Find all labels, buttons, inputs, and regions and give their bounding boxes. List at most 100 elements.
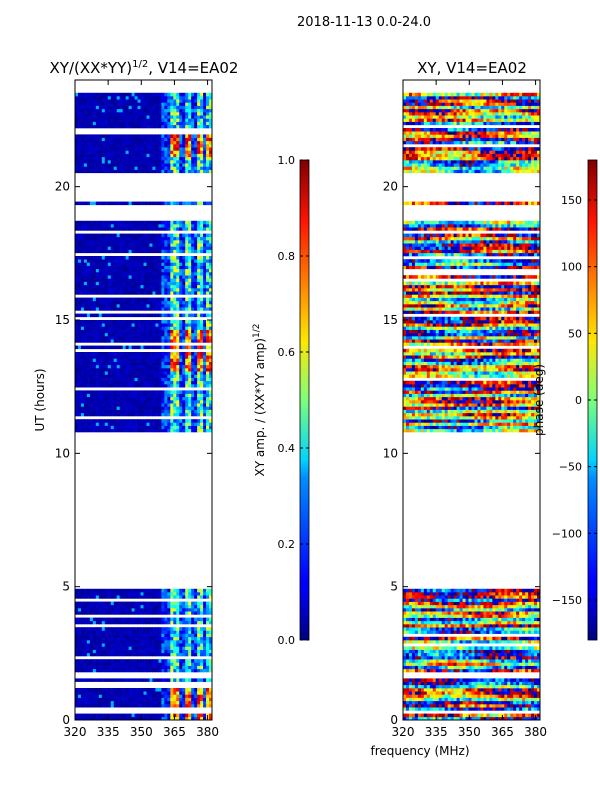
heatmap-cell [137,592,142,596]
heatmap-cell [137,121,142,126]
heatmap-cell [86,291,91,295]
heatmap-cell [179,630,183,634]
heatmap-cell [164,640,168,644]
heatmap-cell [179,595,183,599]
heatmap-cell [113,716,118,720]
heatmap-cell [188,649,192,654]
heatmap-cell [77,371,82,375]
heatmap-cell [155,134,159,138]
heatmap-cell [167,400,171,404]
heatmap-cell [113,643,118,647]
heatmap-cell [110,400,115,404]
heatmap-cell [113,166,118,170]
heatmap-cell [98,236,103,241]
heatmap-cell [194,604,198,609]
heatmap-cell [203,617,207,622]
heatmap-cell [155,105,159,110]
heatmap-cell [194,313,198,318]
heatmap-cell [119,630,124,634]
heatmap-cell [170,428,174,433]
heatmap-cell [158,361,162,366]
heatmap-cell [161,320,165,324]
heatmap-cell [203,604,207,609]
heatmap-cell [161,227,165,231]
heatmap-cell [119,240,124,244]
heatmap-cell [155,371,159,375]
heatmap-cell [137,713,142,718]
heatmap-cell [167,224,171,228]
heatmap-cell [86,137,91,142]
heatmap-cell [158,329,162,334]
heatmap-cell [89,115,94,119]
heatmap-cell [83,697,88,702]
heatmap-cell [107,118,112,122]
heatmap-cell [116,326,121,330]
heatmap-cell [104,412,109,417]
heatmap-cell [131,630,136,634]
heatmap-cell [134,640,139,644]
heatmap-cell [137,374,142,378]
heatmap-cell [128,320,133,324]
heatmap-cell [137,140,142,145]
heatmap-cell [107,425,112,430]
heatmap-cell [164,326,168,330]
heatmap-cell [209,233,212,238]
heatmap-cell [203,652,207,657]
heatmap-cell [101,630,106,634]
heatmap-cell [194,156,198,161]
heatmap-cell [200,374,204,378]
heatmap-cell [101,400,106,404]
heatmap-cell [176,659,180,663]
heatmap-cell [107,374,112,378]
heatmap-cell [104,352,109,356]
heatmap-cell [209,652,212,657]
heatmap-cell [75,627,79,631]
heatmap-cell [116,352,121,356]
heatmap-cell [146,659,151,663]
heatmap-cell [185,665,189,670]
heatmap-cell [113,617,118,622]
heatmap-cell [92,371,97,375]
heatmap-cell [188,620,192,625]
heatmap-cell [170,326,174,330]
heatmap-cell [164,236,168,241]
heatmap-cell [164,380,168,385]
heatmap-cell [182,396,186,401]
heatmap-cell [164,608,168,612]
heatmap-cell [143,659,148,663]
heatmap-cell [75,326,79,330]
heatmap-cell [146,265,151,270]
heatmap-cell [173,403,177,407]
heatmap-cell [86,275,91,279]
heatmap-cell [104,633,109,638]
heatmap-cell [107,313,112,318]
heatmap-cell [128,384,133,388]
heatmap-cell [134,409,139,414]
heatmap-cell [167,281,171,286]
heatmap-cell [179,320,183,324]
heatmap-cell [101,323,106,327]
heatmap-cell [110,419,115,423]
heatmap-cell [83,633,88,638]
heatmap-cell [143,700,148,705]
heatmap-cell [92,364,97,369]
heatmap-cell [75,633,79,638]
heatmap-cell [143,297,148,302]
heatmap-cell [92,688,97,692]
heatmap-cell [89,704,94,708]
heatmap-cell [191,339,195,343]
heatmap-cell [146,649,151,654]
heatmap-cell [182,313,186,318]
heatmap-cell [92,224,97,228]
heatmap-cell [149,352,154,356]
heatmap-cell [113,326,118,330]
heatmap-cell [110,406,115,410]
heatmap-cell [167,256,171,260]
heatmap-cell [75,588,79,593]
heatmap-cell [152,396,157,401]
heatmap-cell [173,329,177,334]
heatmap-cell [75,339,79,343]
heatmap-cell [92,140,97,145]
heatmap-cell [173,611,177,615]
heatmap-cell [200,227,204,231]
